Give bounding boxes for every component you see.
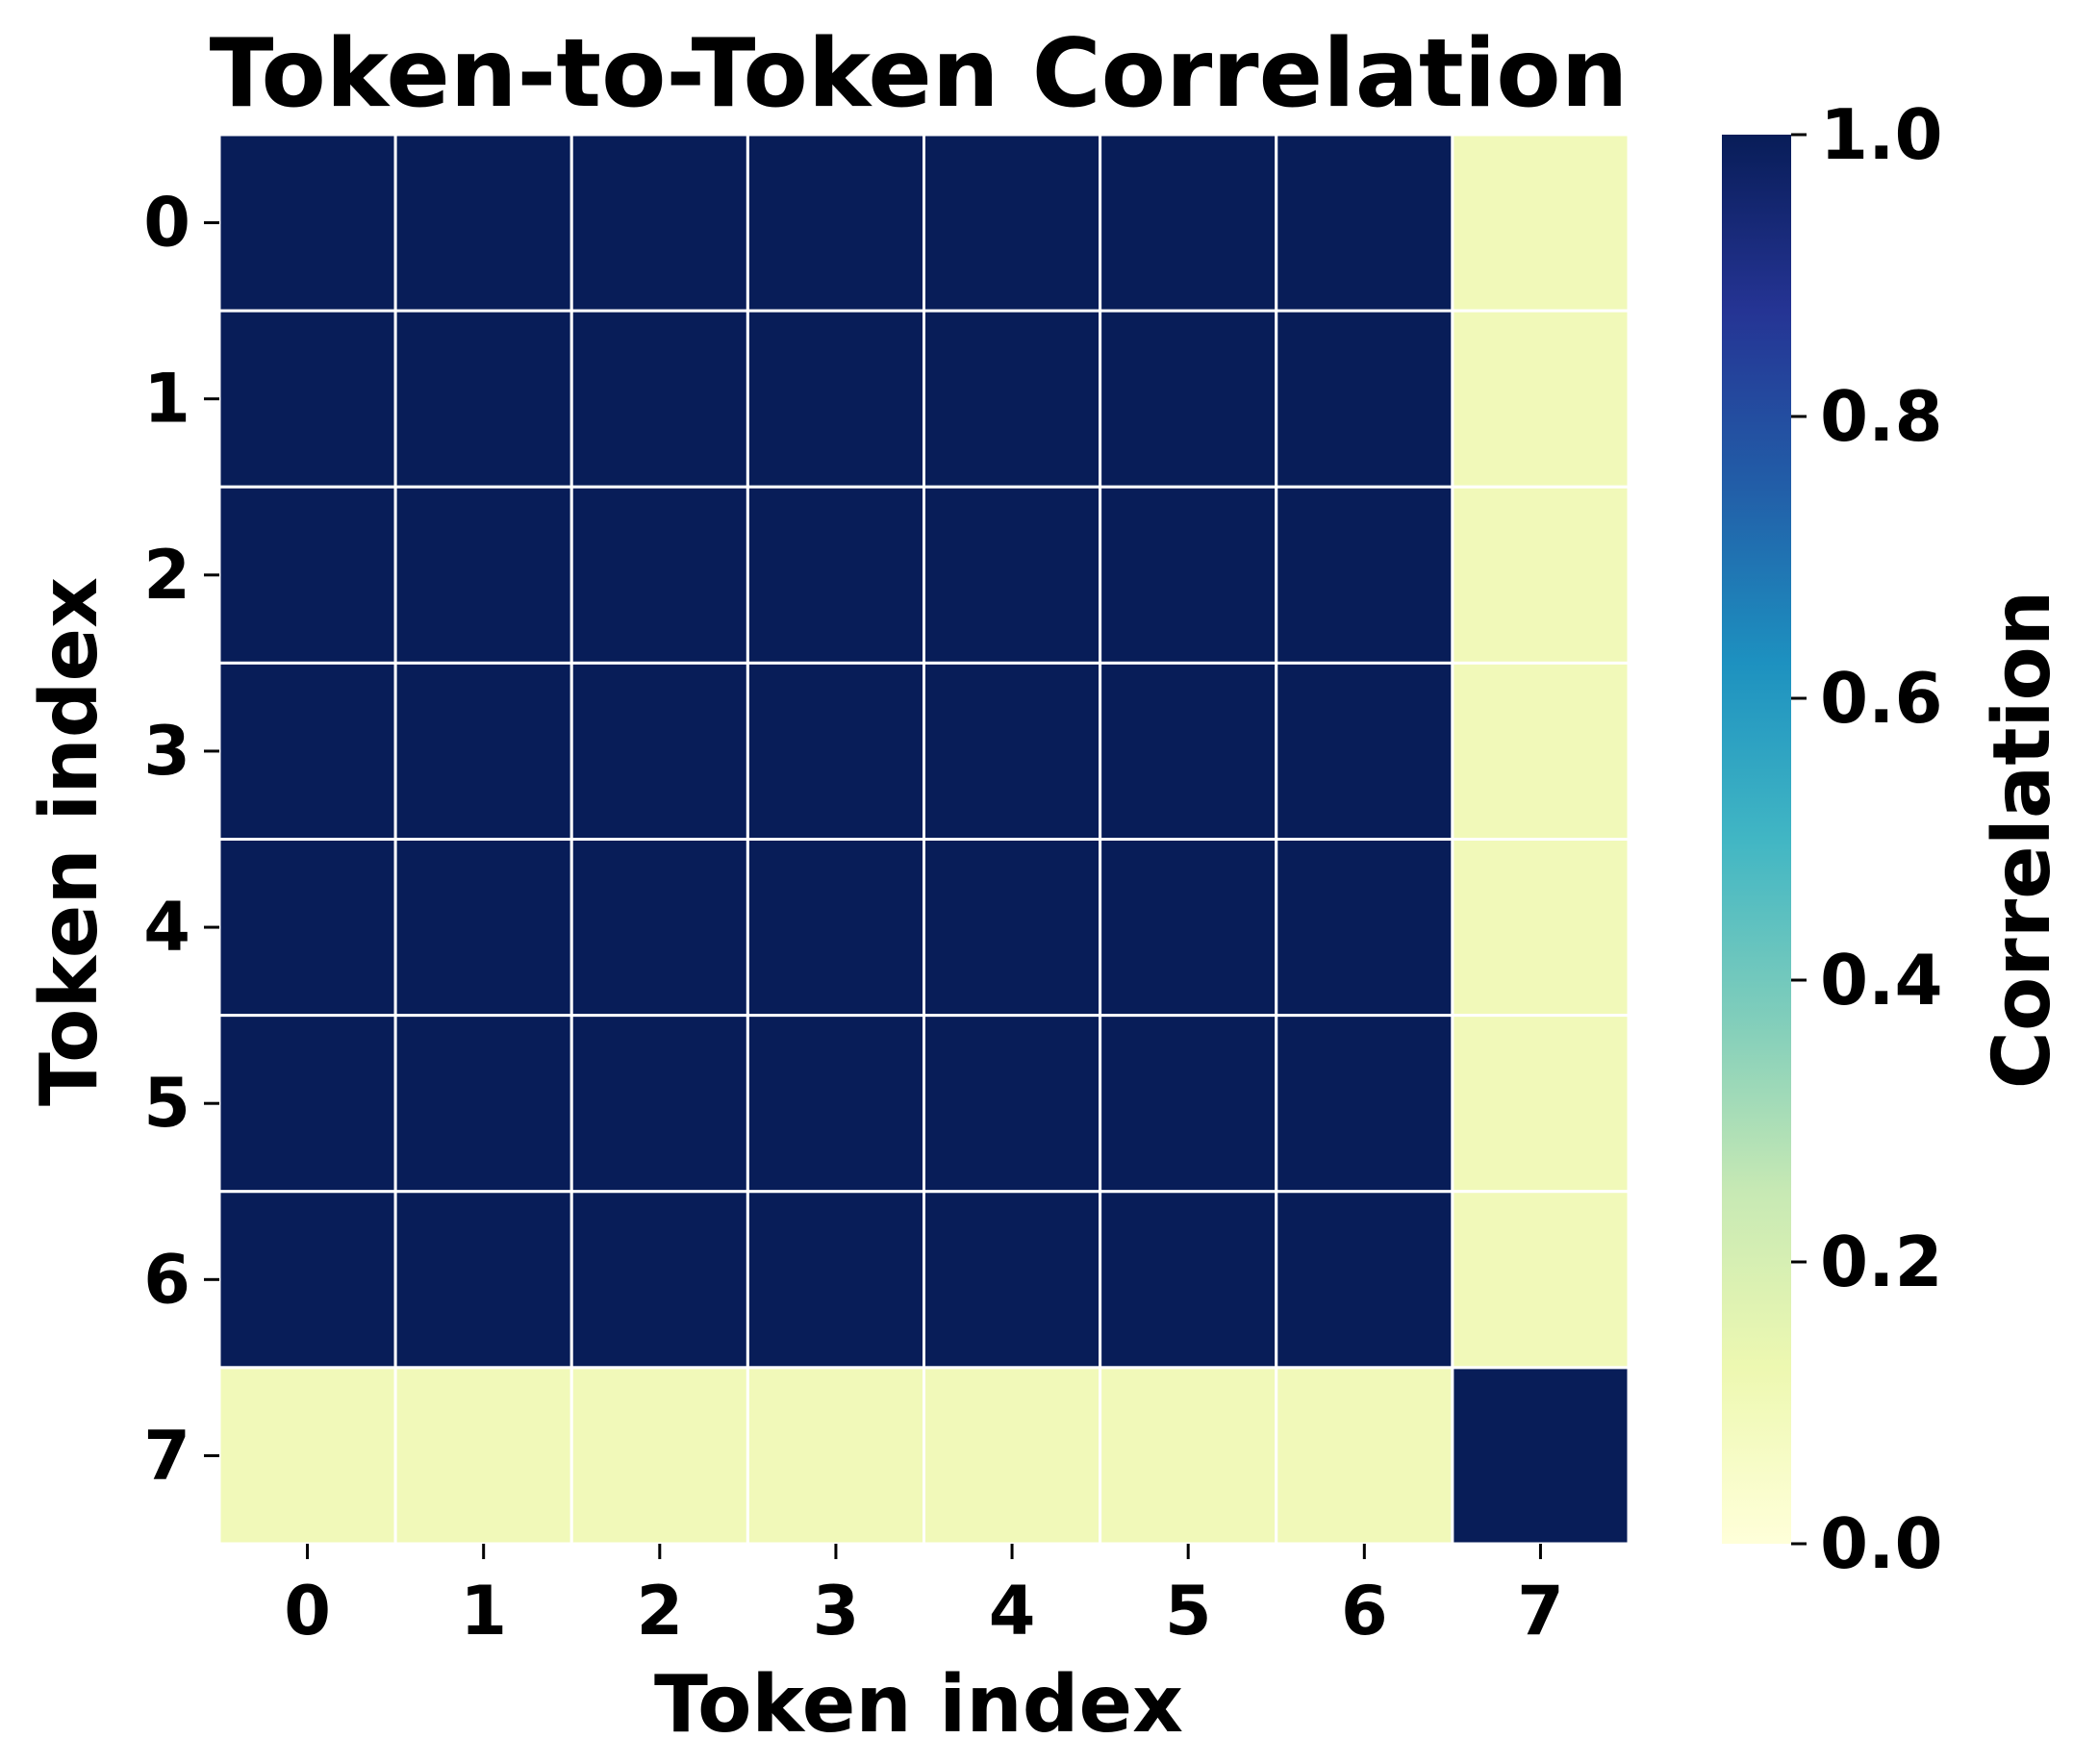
heatmap-cell-r1-c3 (746, 309, 925, 489)
heatmap-cell-r3-c1 (393, 661, 573, 841)
heatmap-cell-r6-c5 (1099, 1190, 1278, 1370)
heatmap-cell-r4-c3 (746, 838, 925, 1018)
x-tick-label: 1 (460, 1572, 507, 1651)
heatmap-cell-r7-c4 (923, 1366, 1102, 1546)
heatmap-cell-r3-c6 (1275, 661, 1454, 841)
heatmap-cell-r3-c3 (746, 661, 925, 841)
heatmap-cell-r1-c7 (1451, 309, 1631, 489)
heatmap-cell-r0-c3 (746, 133, 925, 313)
heatmap-cell-r1-c0 (217, 309, 397, 489)
chart-title: Token-to-Token Correlation (210, 19, 1629, 129)
heatmap-cell-r7-c3 (746, 1366, 925, 1546)
heatmap-cell-r6-c4 (923, 1190, 1102, 1370)
x-tick-label: 5 (1165, 1572, 1212, 1651)
heatmap-cell-r4-c6 (1275, 838, 1454, 1018)
heatmap-cell-r6-c7 (1451, 1190, 1631, 1370)
heatmap-cell-r6-c3 (746, 1190, 925, 1370)
heatmap-cell-r5-c4 (923, 1014, 1102, 1194)
heatmap-cell-r0-c1 (393, 133, 573, 313)
heatmap-cell-r6-c2 (569, 1190, 749, 1370)
x-tick-label: 3 (813, 1572, 860, 1651)
heatmap-cell-r2-c2 (569, 485, 749, 665)
colorbar-tick-label: 0.8 (1820, 376, 1943, 457)
heatmap-cell-r2-c7 (1451, 485, 1631, 665)
heatmap-cell-r3-c0 (217, 661, 397, 841)
heatmap-cell-r2-c0 (217, 485, 397, 665)
y-tick-label: 5 (143, 1064, 190, 1143)
heatmap-cell-r7-c0 (217, 1366, 397, 1546)
heatmap-cell-r3-c5 (1099, 661, 1278, 841)
heatmap-cell-r0-c4 (923, 133, 1102, 313)
heatmap-cell-r0-c7 (1451, 133, 1631, 313)
heatmap-cell-r7-c5 (1099, 1366, 1278, 1546)
y-tick-label: 1 (143, 360, 190, 439)
x-tick-label: 7 (1517, 1572, 1564, 1651)
heatmap-cell-r5-c0 (217, 1014, 397, 1194)
x-axis-label: Token index (654, 1659, 1183, 1751)
heatmap-cell-r0-c2 (569, 133, 749, 313)
heatmap-cell-r4-c1 (393, 838, 573, 1018)
heatmap-cell-r7-c7 (1451, 1366, 1631, 1546)
heatmap-cell-r4-c2 (569, 838, 749, 1018)
heatmap-cell-r7-c2 (569, 1366, 749, 1546)
heatmap-cell-r5-c3 (746, 1014, 925, 1194)
heatmap-cell-r1-c5 (1099, 309, 1278, 489)
heatmap-cell-r2-c6 (1275, 485, 1454, 665)
y-tick-label: 7 (143, 1416, 190, 1495)
heatmap-cell-r6-c1 (393, 1190, 573, 1370)
heatmap-cell-r2-c1 (393, 485, 573, 665)
heatmap-cell-r4-c5 (1099, 838, 1278, 1018)
heatmap-cell-r7-c1 (393, 1366, 573, 1546)
y-tick-label: 0 (143, 184, 190, 263)
x-axis-ticks: 0 1 2 3 4 5 6 7 (284, 1544, 1564, 1651)
heatmap-cell-r2-c4 (923, 485, 1102, 665)
colorbar-tick-label: 0.0 (1820, 1503, 1943, 1584)
x-tick-label: 2 (636, 1572, 683, 1651)
heatmap-cell-r5-c2 (569, 1014, 749, 1194)
heatmap-cell-r3-c2 (569, 661, 749, 841)
heatmap-cell-r5-c1 (393, 1014, 573, 1194)
heatmap-cell-r2-c5 (1099, 485, 1278, 665)
colorbar-tick-label: 1.0 (1820, 94, 1943, 175)
y-tick-label: 6 (143, 1240, 190, 1319)
y-tick-label: 4 (143, 888, 190, 967)
heatmap-cell-r7-c6 (1275, 1366, 1454, 1546)
heatmap-cell-r3-c7 (1451, 661, 1631, 841)
heatmap-cell-r6-c0 (217, 1190, 397, 1370)
heatmap-cell-r1-c1 (393, 309, 573, 489)
heatmap-cell-r1-c4 (923, 309, 1102, 489)
heatmap-cell-r5-c7 (1451, 1014, 1631, 1194)
heatmap-cell-r5-c5 (1099, 1014, 1278, 1194)
colorbar-tick-label: 0.2 (1820, 1222, 1943, 1302)
heatmap-cell-r3-c4 (923, 661, 1102, 841)
heatmap-cell-r1-c2 (569, 309, 749, 489)
colorbar-tick-label: 0.4 (1820, 940, 1943, 1021)
heatmap-cells (217, 133, 1631, 1546)
heatmap-cell-r1-c6 (1275, 309, 1454, 489)
x-tick-label: 0 (284, 1572, 331, 1651)
y-tick-label: 2 (143, 536, 190, 615)
y-axis-ticks: 0 1 2 3 4 5 6 7 (143, 184, 219, 1495)
heatmap-cell-r4-c7 (1451, 838, 1631, 1018)
colorbar-gradient (1722, 135, 1791, 1544)
heatmap-cell-r6-c6 (1275, 1190, 1454, 1370)
colorbar-label: Correlation (1977, 591, 2068, 1089)
heatmap-cell-r0-c0 (217, 133, 397, 313)
heatmap-cell-r5-c6 (1275, 1014, 1454, 1194)
colorbar-tick-label: 0.6 (1820, 658, 1943, 739)
heatmap-cell-r0-c5 (1099, 133, 1278, 313)
heatmap-cell-r4-c0 (217, 838, 397, 1018)
heatmap-cell-r0-c6 (1275, 133, 1454, 313)
y-axis-label: Token index (24, 577, 115, 1106)
colorbar (1722, 135, 1791, 1544)
x-tick-label: 6 (1341, 1572, 1388, 1651)
heatmap-cell-r2-c3 (746, 485, 925, 665)
y-tick-label: 3 (143, 712, 190, 791)
colorbar-ticks: 0.0 0.2 0.4 0.6 0.8 1.0 (1791, 94, 1943, 1584)
heatmap-cell-r4-c4 (923, 838, 1102, 1018)
x-tick-label: 4 (989, 1572, 1036, 1651)
